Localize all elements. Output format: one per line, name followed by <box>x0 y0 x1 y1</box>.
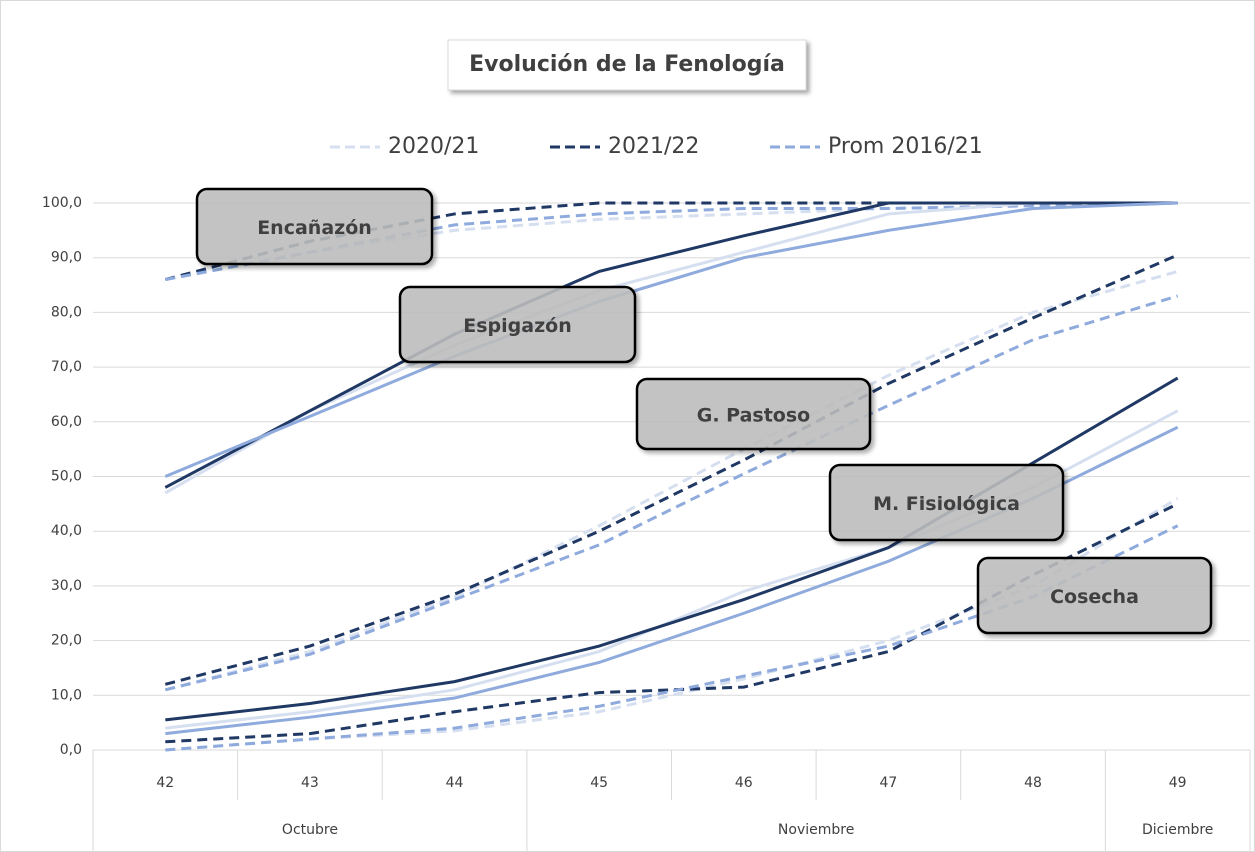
group-label: Noviembre <box>778 822 854 838</box>
group-label: Octubre <box>282 822 338 838</box>
series-line <box>165 524 1179 752</box>
x-tick-label: 49 <box>1169 775 1187 791</box>
y-tick-label: 100,0 <box>42 195 82 211</box>
legend-label: 2020/21 <box>388 134 479 159</box>
group-label: Diciembre <box>1142 822 1213 838</box>
y-tick-label: 30,0 <box>51 578 82 594</box>
y-tick-label: 70,0 <box>51 359 82 375</box>
series-line <box>164 201 1178 478</box>
stage-box <box>828 463 1065 542</box>
y-tick-label: 50,0 <box>51 469 82 485</box>
stage-box <box>195 187 434 266</box>
y-tick-label: 80,0 <box>51 304 82 320</box>
series-line <box>164 269 1179 692</box>
legend-label: Prom 2016/21 <box>828 134 983 159</box>
y-tick-label: 60,0 <box>51 414 82 430</box>
x-tick-label: 48 <box>1024 775 1042 791</box>
y-tick-label: 0,0 <box>60 742 82 758</box>
stage-label: G. Pastoso <box>697 405 810 427</box>
stage-box <box>398 285 637 364</box>
series-line <box>164 201 1178 495</box>
stage-label: Encañazón <box>257 217 372 239</box>
stage-label: Espigazón <box>463 315 571 337</box>
y-tick-label: 40,0 <box>51 523 82 539</box>
stage-box <box>976 556 1213 635</box>
legend-label: 2021/22 <box>608 134 699 159</box>
stage-box <box>635 377 872 451</box>
chart-title: Evolución de la Fenología <box>469 52 785 77</box>
x-tick-label: 42 <box>156 775 174 791</box>
x-tick-label: 46 <box>735 775 753 791</box>
x-tick-label: 47 <box>880 775 898 791</box>
x-tick-label: 44 <box>446 775 464 791</box>
series-line <box>164 201 1178 489</box>
stage-label: Cosecha <box>1050 586 1139 608</box>
stage-label: M. Fisiológica <box>873 493 1020 515</box>
x-tick-label: 45 <box>590 775 608 791</box>
title-box <box>447 39 807 91</box>
y-tick-label: 90,0 <box>51 250 82 266</box>
y-tick-label: 20,0 <box>51 633 82 649</box>
y-tick-label: 10,0 <box>51 687 82 703</box>
x-tick-label: 43 <box>301 775 319 791</box>
series-line <box>164 253 1179 686</box>
